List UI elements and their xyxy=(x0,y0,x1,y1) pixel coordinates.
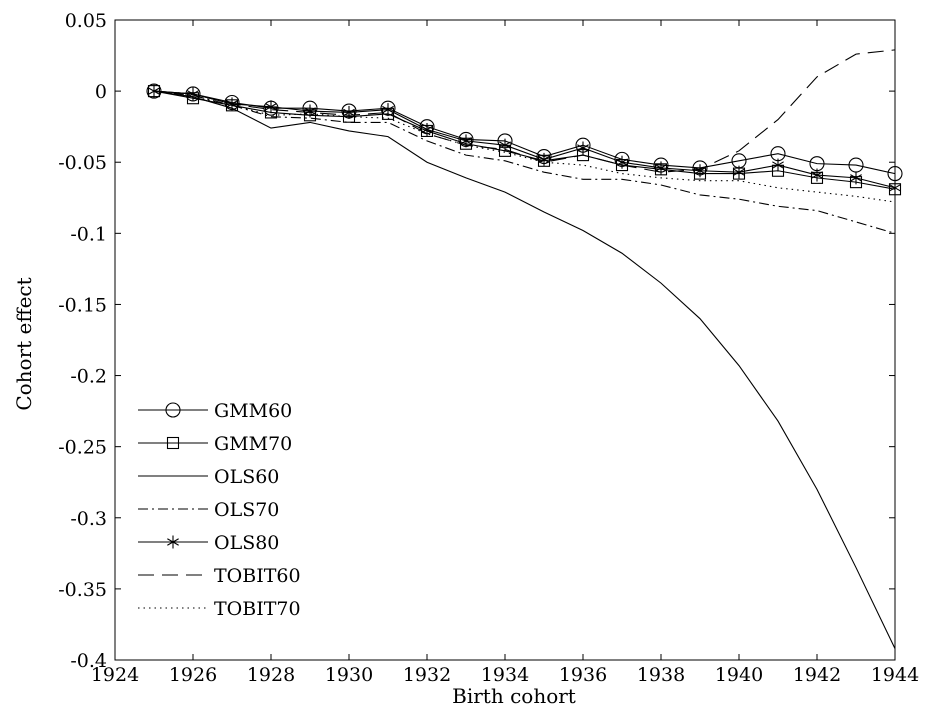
data-point-ols80 xyxy=(577,141,589,155)
legend-item: OLS80 xyxy=(138,532,279,554)
data-point-ols80 xyxy=(772,158,784,172)
legend-label: GMM60 xyxy=(214,400,292,422)
y-tick-label: -0.25 xyxy=(58,437,107,459)
legend-label: OLS70 xyxy=(214,499,279,521)
series-line-gmm70 xyxy=(153,90,896,190)
series-line-tobit60 xyxy=(153,49,896,173)
legend-item: OLS70 xyxy=(138,499,279,521)
x-tick-label: 1926 xyxy=(169,664,217,686)
x-axis-label: Birth cohort xyxy=(452,684,576,708)
series-line-ols60 xyxy=(153,90,896,649)
legend-marker xyxy=(167,535,179,549)
y-tick-label: -0.4 xyxy=(70,650,107,672)
series-ols60 xyxy=(153,90,896,649)
axis-ticks: 1924 1926 1928 1930 1932 1934 1936 1938 1940 1942… xyxy=(58,10,919,686)
legend-item: OLS60 xyxy=(138,466,279,488)
x-tick-label: 1934 xyxy=(481,664,529,686)
y-tick-label: -0.05 xyxy=(58,152,107,174)
series-line-ols70 xyxy=(153,90,896,234)
legend-label: OLS80 xyxy=(214,532,279,554)
x-tick-label: 1942 xyxy=(793,664,841,686)
x-tick-label: 1928 xyxy=(247,664,295,686)
x-tick-label: 1924 xyxy=(91,664,139,686)
x-tick-label: 1938 xyxy=(637,664,685,686)
legend-item: TOBIT70 xyxy=(138,598,301,620)
data-point-ols80 xyxy=(694,164,706,178)
legend-marker xyxy=(166,436,180,450)
series-line-ols80 xyxy=(153,90,896,189)
y-tick-label: -0.2 xyxy=(70,366,107,388)
data-point-ols80 xyxy=(304,104,316,118)
legend-item: GMM60 xyxy=(138,400,292,422)
data-point-gmm60 xyxy=(887,166,903,182)
data-point-ols80 xyxy=(265,100,277,114)
series-ols70 xyxy=(153,90,896,234)
data-point-ols80 xyxy=(616,155,628,169)
x-tick-label: 1944 xyxy=(871,664,919,686)
legend-label: OLS60 xyxy=(214,466,279,488)
data-point-ols80 xyxy=(850,171,862,185)
y-tick-label: -0.1 xyxy=(70,223,107,245)
y-tick-label: 0.05 xyxy=(65,10,107,32)
y-axis-label: Cohort effect xyxy=(12,277,36,410)
x-tick-label: 1932 xyxy=(403,664,451,686)
y-tick-label: 0 xyxy=(95,81,107,103)
y-tick-label: -0.3 xyxy=(70,508,107,530)
legend: GMM60 GMM70 OLS60 OLS70 OLS80 TOBIT60 TOBIT70 xyxy=(138,400,301,620)
legend-label: TOBIT70 xyxy=(214,598,301,620)
y-tick-label: -0.15 xyxy=(58,294,107,316)
x-tick-label: 1936 xyxy=(559,664,607,686)
legend-item: TOBIT60 xyxy=(138,565,301,587)
data-point-ols80 xyxy=(655,161,667,175)
legend-marker xyxy=(165,402,181,418)
data-point-ols80 xyxy=(811,168,823,182)
data-point-ols80 xyxy=(733,165,745,179)
x-tick-label: 1940 xyxy=(715,664,763,686)
legend-item: GMM70 xyxy=(138,433,292,455)
series-layer xyxy=(146,49,903,649)
y-tick-label: -0.35 xyxy=(58,579,107,601)
data-point-ols80 xyxy=(382,103,394,117)
x-tick-label: 1930 xyxy=(325,664,373,686)
legend-label: TOBIT60 xyxy=(214,565,301,587)
legend-label: GMM70 xyxy=(214,433,292,455)
data-point-ols80 xyxy=(889,181,901,195)
series-tobit60 xyxy=(153,49,896,173)
